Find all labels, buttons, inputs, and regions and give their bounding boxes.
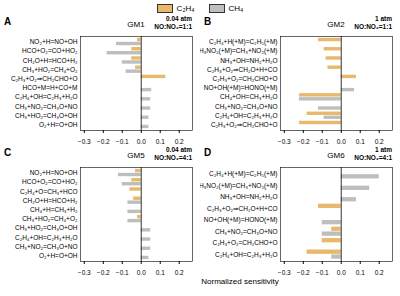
- svg-text:−0.2: −0.2: [97, 138, 110, 145]
- svg-text:CH₄+H=CH₃+H₂: CH₄+H=CH₃+H₂: [30, 206, 78, 213]
- html-text:B: B: [204, 16, 212, 27]
- svg-text:C₂H₃+O₂⇒CH₂O+H+CO: C₂H₃+O₂⇒CH₂O+H+CO: [207, 205, 277, 212]
- svg-text:0.1: 0.1: [356, 138, 365, 145]
- svg-text:HCO+O₂=CO+HO₂: HCO+O₂=CO+HO₂: [22, 178, 78, 185]
- svg-text:0.1: 0.1: [156, 138, 165, 145]
- svg-text:O₂+H=O+OH: O₂+H=O+OH: [39, 252, 78, 259]
- html-text:0.04 atm NO:NO₂=4:1: 0.04 atm NO:NO₂=4:1: [154, 146, 192, 161]
- svg-text:C₂H₄+H(+M)=C₂H₅(+M): C₂H₄+H(+M)=C₂H₅(+M): [209, 170, 277, 178]
- svg-text:NO+OH(+M)=HONO(+M): NO+OH(+M)=HONO(+M): [204, 216, 278, 224]
- svg-text:−0.3: −0.3: [278, 138, 291, 145]
- svg-text:CH₃+HO₂=CH₄+O₂: CH₃+HO₂=CH₄+O₂: [22, 66, 78, 73]
- svg-text:CH₃+NO₂=CH₃O+NO: CH₃+NO₂=CH₃O+NO: [15, 103, 78, 110]
- svg-text:C₂H₄+OH=C₂H₃+H₂O: C₂H₄+OH=C₂H₃+H₂O: [15, 234, 78, 241]
- html-text:CH₄: CH₄: [228, 3, 244, 13]
- svg-text:C₂H₄+H(+M)=C₂H₅(+M): C₂H₄+H(+M)=C₂H₅(+M): [209, 38, 277, 46]
- html-text:GM2: GM2: [327, 20, 345, 29]
- svg-text:C₂H₄+OH=C₂H₃+H₂O: C₂H₄+OH=C₂H₃+H₂O: [215, 112, 278, 119]
- html-text:GM5: GM5: [127, 151, 145, 160]
- svg-text:NO₂+H=NO+OH: NO₂+H=NO+OH: [30, 38, 78, 45]
- svg-text:CH₃+HO₂=CH₃O+OH: CH₃+HO₂=CH₃O+OH: [15, 224, 78, 231]
- svg-text:CH₄+OH=CH₃+H₂O: CH₄+OH=CH₃+H₂O: [220, 93, 278, 100]
- svg-text:0.0: 0.0: [337, 138, 346, 145]
- svg-text:CH₃+NO₂=CH₃O+NO: CH₃+NO₂=CH₃O+NO: [215, 228, 278, 235]
- svg-text:CH₃+NO₂=CH₃O+NO: CH₃+NO₂=CH₃O+NO: [15, 243, 78, 250]
- svg-text:C₂H₄+O=CH₃+HCO: C₂H₄+O=CH₃+HCO: [20, 188, 78, 195]
- svg-text:−0.3: −0.3: [278, 269, 291, 276]
- svg-text:0.0: 0.0: [137, 138, 146, 145]
- svg-text:0.2: 0.2: [175, 269, 184, 276]
- svg-text:C₂H₄+OH=C₂H₃+H₂O: C₂H₄+OH=C₂H₃+H₂O: [215, 251, 278, 258]
- html-text:GM6: GM6: [327, 151, 345, 160]
- html-text:1 atm NO:NO₂=1:1: 1 atm NO:NO₂=1:1: [354, 15, 392, 30]
- svg-text:O₂+H=O+OH: O₂+H=O+OH: [39, 121, 78, 128]
- html-text:0.04 atm NO:NO₂=1:1: 0.04 atm NO:NO₂=1:1: [154, 15, 192, 30]
- svg-text:C₂H₃+O₂⇒CH₂O+H+CO: C₂H₃+O₂⇒CH₂O+H+CO: [207, 66, 277, 73]
- svg-text:NO₂+H=NO+OH: NO₂+H=NO+OH: [30, 169, 78, 176]
- svg-text:−0.3: −0.3: [78, 269, 91, 276]
- svg-text:C₂H₃+O₂=CH₂CHO+O: C₂H₃+O₂=CH₂CHO+O: [213, 239, 278, 246]
- html-text:GM1: GM1: [127, 20, 145, 29]
- svg-text:−0.2: −0.2: [97, 269, 110, 276]
- html-text:Normalized sensitivity: Normalized sensitivity: [201, 277, 279, 286]
- svg-text:0.2: 0.2: [375, 269, 384, 276]
- svg-text:0.2: 0.2: [375, 138, 384, 145]
- svg-text:CH₃NO₂(+M)=CH₃+NO₂(+M): CH₃NO₂(+M)=CH₃+NO₂(+M): [200, 47, 278, 55]
- svg-text:0.0: 0.0: [137, 269, 146, 276]
- html-text:A: A: [4, 16, 12, 27]
- svg-text:0.0: 0.0: [337, 269, 346, 276]
- svg-text:HCO+O₂=CO+HO₂: HCO+O₂=CO+HO₂: [22, 47, 78, 54]
- svg-text:C₂H₃+O₂⇒CH₂CHO+O: C₂H₃+O₂⇒CH₂CHO+O: [211, 121, 278, 128]
- svg-text:NO+OH(+M)=HONO(+M): NO+OH(+M)=HONO(+M): [204, 84, 278, 92]
- svg-text:NH₃+OH=NH₂+H₂O: NH₃+OH=NH₂+H₂O: [220, 57, 277, 64]
- svg-text:−0.1: −0.1: [116, 138, 129, 145]
- svg-text:0.1: 0.1: [356, 269, 365, 276]
- svg-text:CH₃NO₂(+M)=CH₃+NO₂(+M): CH₃NO₂(+M)=CH₃+NO₂(+M): [200, 182, 278, 190]
- svg-text:C₂H₃+O₂=CH₂CHO+O: C₂H₃+O₂=CH₂CHO+O: [213, 75, 278, 82]
- svg-text:CH₃+NO₂=CH₃O+NO: CH₃+NO₂=CH₃O+NO: [215, 103, 278, 110]
- svg-text:−0.1: −0.1: [316, 138, 329, 145]
- svg-text:0.2: 0.2: [175, 138, 184, 145]
- svg-text:NH₃+OH=NH₂+H₂O: NH₃+OH=NH₂+H₂O: [220, 193, 277, 200]
- svg-text:CH₃+HO₂=CH₄+O₂: CH₃+HO₂=CH₄+O₂: [22, 215, 78, 222]
- html-text:C: C: [4, 147, 12, 158]
- html-text:C₂H₄: C₂H₄: [176, 3, 195, 13]
- svg-text:CH₂O+H=HCO+H₂: CH₂O+H=HCO+H₂: [23, 57, 78, 64]
- html-text:1 atm NO:NO₂=4:1: 1 atm NO:NO₂=4:1: [354, 146, 392, 161]
- svg-text:CH₃+HO₂=CH₃O+OH: CH₃+HO₂=CH₃O+OH: [15, 112, 78, 119]
- svg-text:−0.2: −0.2: [297, 269, 310, 276]
- svg-text:−0.2: −0.2: [297, 138, 310, 145]
- svg-text:CH₂O+H=HCO+H₂: CH₂O+H=HCO+H₂: [23, 197, 78, 204]
- svg-text:HCO+M=H+CO+M: HCO+M=H+CO+M: [23, 84, 78, 91]
- svg-text:−0.1: −0.1: [116, 269, 129, 276]
- html-text:D: D: [204, 147, 212, 158]
- svg-text:0.1: 0.1: [156, 269, 165, 276]
- svg-text:−0.1: −0.1: [316, 269, 329, 276]
- svg-text:C₂H₃+O₂⇒CH₂CHO+O: C₂H₃+O₂⇒CH₂CHO+O: [11, 75, 78, 82]
- svg-text:−0.3: −0.3: [78, 138, 91, 145]
- svg-text:C₂H₄+OH=C₂H₃+H₂O: C₂H₄+OH=C₂H₃+H₂O: [15, 93, 78, 100]
